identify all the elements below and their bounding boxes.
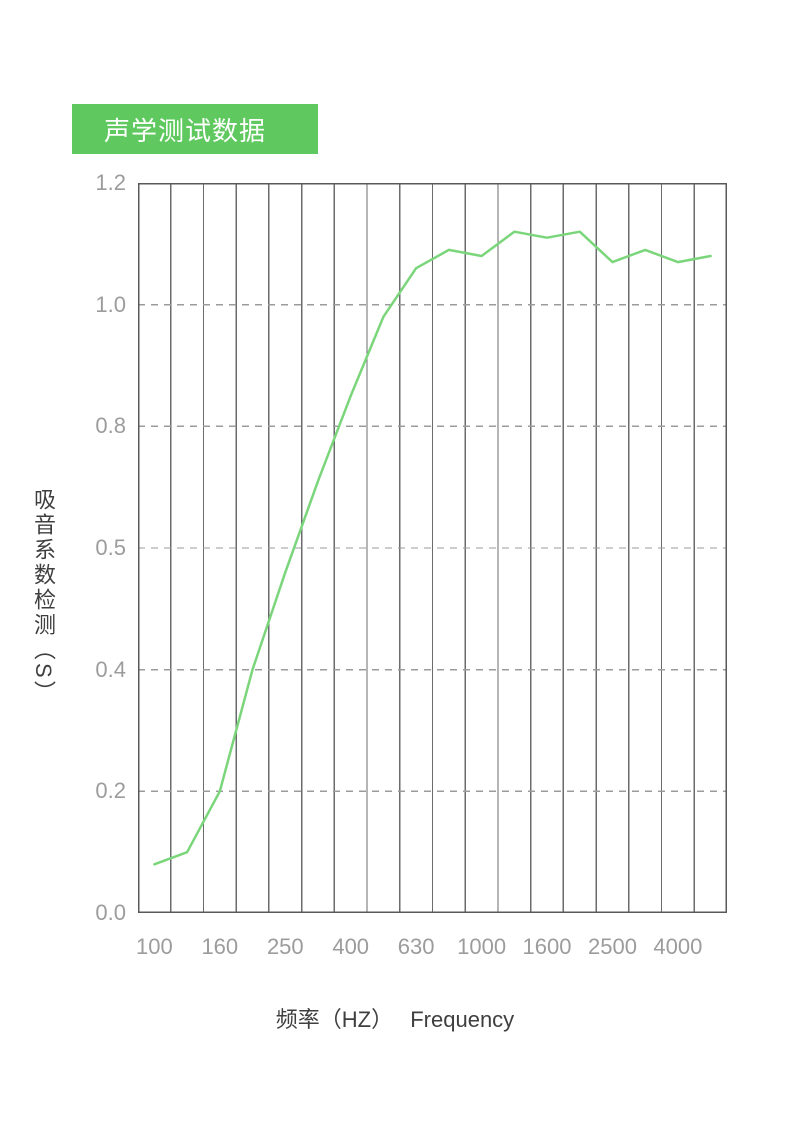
- chart-title-badge: 声学测试数据: [72, 104, 318, 154]
- plot-area: [138, 183, 727, 913]
- x-tick-label: 2500: [588, 934, 637, 959]
- y-tick-label: 1.0: [95, 291, 126, 317]
- chart-title-text: 声学测试数据: [104, 115, 267, 146]
- x-tick-label: 1000: [457, 934, 507, 959]
- y-tick-label: 0.5: [95, 535, 126, 560]
- x-axis-title: 频率（HZ） Frequency: [275, 1007, 515, 1032]
- x-tick-label: 400: [332, 934, 370, 959]
- absorption-coefficient-line: [153, 230, 712, 866]
- y-tick-label: 0.0: [95, 900, 126, 925]
- y-axis-title: 吸音系数检测（S）: [31, 488, 56, 706]
- plot-frame: [138, 183, 727, 913]
- x-tick-label: 630: [397, 934, 435, 959]
- x-tick-label: 160: [201, 934, 239, 959]
- y-tick-label: 0.2: [95, 778, 126, 804]
- y-tick-label: 0.8: [95, 413, 126, 439]
- x-tick-label: 250: [266, 934, 304, 959]
- x-tick-label: 1600: [522, 934, 572, 959]
- x-tick-label: 4000: [653, 934, 703, 959]
- x-tick-label: 100: [136, 934, 173, 959]
- y-tick-label: 0.4: [95, 656, 126, 682]
- y-tick-label: 1.2: [95, 170, 126, 195]
